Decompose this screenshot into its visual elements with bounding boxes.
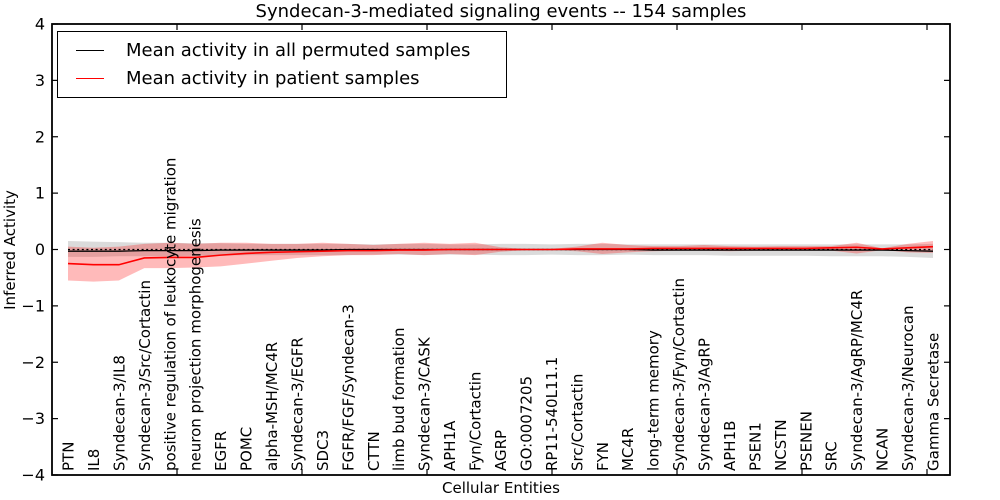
y-tick-label: 0 <box>35 240 45 259</box>
legend: Mean activity in all permuted samples Me… <box>57 31 507 98</box>
x-category-label: Syndecan-3/AgRP/MC4R <box>848 290 866 471</box>
x-category-label: PSEN1 <box>746 422 764 471</box>
x-category-label: RP11-540L11.1 <box>543 357 561 471</box>
x-category-label: GO:0007205 <box>517 376 535 471</box>
legend-label-permuted: Mean activity in all permuted samples <box>126 39 471 61</box>
x-category-label: SRC <box>823 441 841 471</box>
chart-graphics: 4 3 2 1 0 −1 −2 −3 −4 PTN IL8 Syndecan-3/IL8 Syndeca… <box>21 15 951 485</box>
x-category-label: alpha-MSH/MC4R <box>263 342 281 471</box>
legend-entry-patient: Mean activity in patient samples <box>76 68 506 89</box>
x-category-label: Syndecan-3/EGFR <box>288 337 306 471</box>
x-category-label: long-term memory <box>645 330 663 471</box>
y-tick-label: 1 <box>35 184 45 203</box>
x-category-label: AGRP <box>492 430 510 471</box>
x-category-label: PSENEN <box>797 411 815 471</box>
x-category-label: APH1A <box>441 420 459 471</box>
x-category-label: APH1B <box>721 421 739 471</box>
x-category-label: SDC3 <box>314 430 332 471</box>
x-axis-label: Cellular Entities <box>442 479 560 497</box>
y-tick-label: 2 <box>35 127 45 146</box>
x-category-label: neuron projection morphogenesis <box>187 218 205 471</box>
x-category-label: Syndecan-3/Neurocan <box>899 305 917 471</box>
x-category-label: Syndecan-3/CASK <box>416 336 434 471</box>
x-category-label: IL8 <box>85 449 103 471</box>
x-category-label: Syndecan-3/Fyn/Cortactin <box>670 278 688 471</box>
legend-entry-permuted: Mean activity in all permuted samples <box>76 40 506 61</box>
x-category-label: Fyn/Cortactin <box>467 372 485 471</box>
y-tick-label: 4 <box>35 15 45 34</box>
x-category-label: limb bud formation <box>390 328 408 471</box>
patient-mean-line <box>67 245 934 266</box>
y-tick-label: 3 <box>35 71 45 90</box>
x-category-label: PTN <box>60 442 78 471</box>
x-category-label: POMC <box>238 427 256 471</box>
x-category-label: Syndecan-3/Src/Cortactin <box>136 280 154 471</box>
y-tick-label: −2 <box>21 353 45 372</box>
y-axis-label: Inferred Activity <box>1 190 19 310</box>
x-category-label: CTTN <box>365 431 383 471</box>
x-category-label: Syndecan-3/AgRP <box>696 338 714 471</box>
x-category-label: NCAN <box>874 428 892 471</box>
y-tick-label: −4 <box>21 466 45 485</box>
x-category-label: Src/Cortactin <box>568 374 586 471</box>
legend-label-patient: Mean activity in patient samples <box>126 68 420 90</box>
x-category-label: FYN <box>594 442 612 471</box>
x-category-label: NCSTN <box>772 419 790 471</box>
y-tick-label: −1 <box>21 296 45 315</box>
x-category-label: Gamma Secretase <box>925 333 943 471</box>
red-line-swatch <box>76 78 104 80</box>
x-category-label: positive regulation of leukocyte migrati… <box>161 158 179 471</box>
black-line-swatch <box>76 49 104 51</box>
patient-range-band <box>68 241 933 282</box>
x-category-label: FGFR/FGF/Syndecan-3 <box>339 304 357 471</box>
x-category-label: MC4R <box>619 428 637 471</box>
x-category-label: EGFR <box>212 431 230 471</box>
x-category-label: Syndecan-3/IL8 <box>110 355 128 471</box>
chart-title: Syndecan-3-mediated signaling events -- … <box>256 1 747 22</box>
y-tick-label: −3 <box>21 409 45 428</box>
